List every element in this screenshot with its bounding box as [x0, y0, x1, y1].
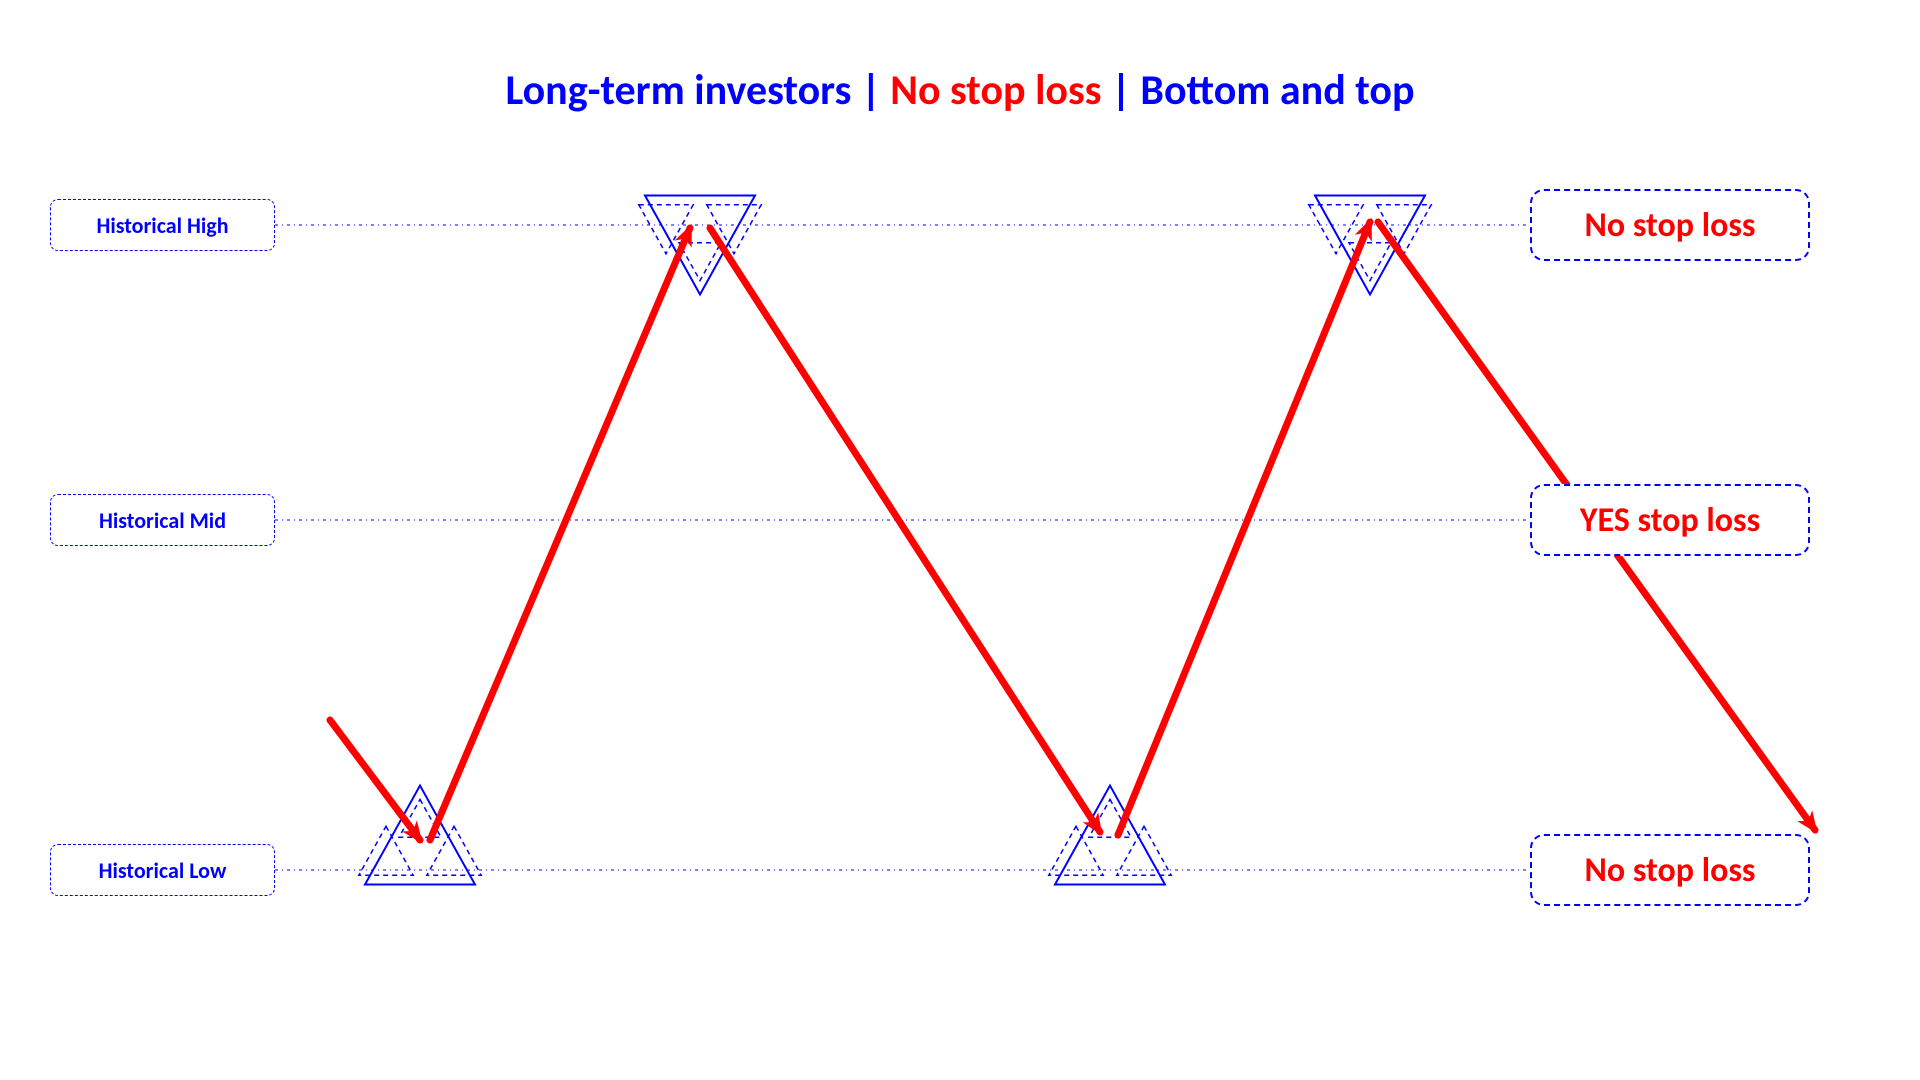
stop-loss-box-mid: YES stop loss — [1530, 484, 1810, 556]
label-low-text: Historical Low — [99, 857, 227, 884]
stop-low-text: No stop loss — [1585, 850, 1756, 891]
label-historical-mid: Historical Mid — [50, 494, 275, 546]
label-mid-text: Historical Mid — [99, 507, 226, 534]
diagram-container: Long-term investors | No stop loss | Bot… — [0, 0, 1920, 1080]
triangle-down-markers — [639, 195, 1431, 294]
label-high-text: Historical High — [96, 212, 228, 239]
label-historical-high: Historical High — [50, 199, 275, 251]
label-historical-low: Historical Low — [50, 844, 275, 896]
stop-loss-box-high: No stop loss — [1530, 189, 1810, 261]
stop-loss-box-low: No stop loss — [1530, 834, 1810, 906]
stop-mid-text: YES stop loss — [1580, 500, 1760, 541]
stop-high-text: No stop loss — [1585, 205, 1756, 246]
reference-lines — [275, 225, 1530, 870]
